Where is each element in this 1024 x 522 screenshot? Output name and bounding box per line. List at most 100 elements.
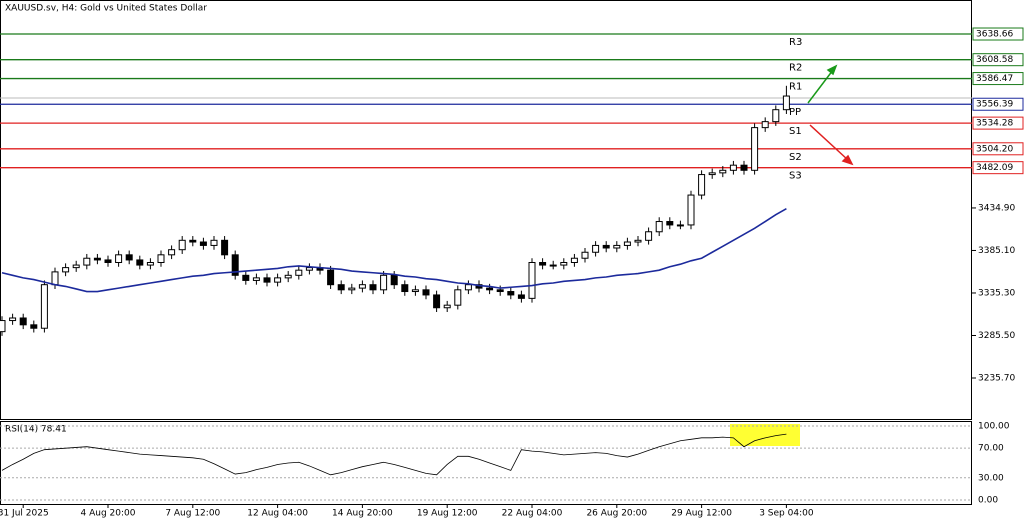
price-tag [972,142,1024,156]
candle-body [772,109,780,123]
candle-body [634,239,642,243]
candle-body [93,257,101,261]
pivot-label: S2 [789,152,802,163]
main-panel [0,0,972,420]
price-tag [972,97,1024,111]
candle-body [380,274,388,291]
pivot-label: R2 [789,63,802,74]
x-tick-label: 3 Sep 04:00 [759,509,814,519]
candle-body [369,284,377,291]
candle-body [719,169,727,174]
candle-body [761,121,769,129]
candle-body [549,264,557,267]
candle-body [104,259,112,264]
candle-body [263,277,271,283]
candle-body [189,239,197,243]
rsi-highlight [730,424,800,446]
y-tick-label: 3385.10 [978,246,1015,256]
candle-body [252,277,260,281]
candle-body [740,164,748,171]
price-tag-label: 3482.09 [976,163,1013,173]
pivot-label: R1 [789,82,802,93]
candle-body [623,241,631,246]
candle-body [30,324,38,329]
candle-body [62,267,70,273]
candle-body [40,284,48,329]
candle-body [560,262,568,266]
candle-body [327,269,335,286]
x-tick-label: 22 Aug 04:00 [502,509,563,519]
candle-body [592,244,600,253]
candle-body [687,194,695,226]
candle-body [51,271,59,286]
y-tick-label: 3285.50 [978,331,1015,341]
candle-body [496,289,504,293]
pivot-label: R3 [789,37,802,48]
candle-body [570,257,578,264]
candle-body [305,267,313,271]
candle-body [146,262,154,266]
candle-body [645,231,653,241]
candle-body [613,244,621,249]
candle-body [157,254,165,264]
candle-body [83,257,91,266]
candle-body [231,254,239,276]
price-tag-label: 3608.58 [976,55,1013,65]
price-tag-label: 3586.47 [976,74,1013,84]
candle-body [115,254,123,264]
pivot-label: S3 [789,171,802,182]
price-tag [972,116,1024,130]
candle-body [602,244,610,249]
candle-body [751,127,759,171]
price-tag [972,72,1024,86]
price-tag-label: 3556.39 [976,100,1013,110]
y-tick-label: 3434.90 [978,203,1015,213]
candle-body [422,289,430,296]
price-tag-label: 3534.28 [976,119,1013,129]
candle-body [411,289,419,293]
candle-body [210,239,218,246]
rsi-tick-label: 0.00 [978,495,998,505]
candle-body [655,221,663,233]
candle-body [528,262,536,299]
y-tick-label: 3335.30 [978,288,1015,298]
candle-body [507,291,515,296]
candle-body [698,174,706,196]
x-tick-label: 29 Aug 12:00 [671,509,732,519]
candle-body [199,241,207,246]
x-tick-label: 7 Aug 12:00 [165,509,220,519]
candle-body [72,264,80,269]
rsi-tick-label: 30.00 [978,473,1004,483]
candle-body [19,317,27,326]
candle-body [348,287,356,291]
candle-body [729,164,737,171]
candle-body [242,274,250,281]
price-tag [972,53,1024,67]
candle-body [0,320,6,333]
x-tick-label: 4 Aug 20:00 [81,509,136,519]
price-tag [972,161,1024,175]
chart-title: XAUUSD.sv, H4: Gold vs United States Dol… [5,4,207,14]
candle-body [539,262,547,266]
rsi-tick-label: 70.00 [978,444,1004,454]
candle-body [517,294,525,299]
rsi-panel [0,421,972,505]
candle-body [401,284,409,293]
y-tick-label: 3235.70 [978,374,1015,384]
x-tick-label: 19 Aug 12:00 [417,509,478,519]
candle-body [390,274,398,286]
x-tick-label: 14 Aug 20:00 [332,509,393,519]
candle-body [433,294,441,309]
candle-body [443,304,451,309]
x-tick-label: 26 Aug 20:00 [586,509,647,519]
up-arrow [807,64,838,104]
rsi-tick-label: 100.00 [978,421,1010,431]
candle-body [782,95,790,111]
candle-body [358,284,366,289]
price-tag-label: 3504.20 [976,144,1013,154]
candle-body [178,239,186,251]
candle-body [454,289,462,306]
x-tick-label: 31 Jul 2025 [0,509,49,519]
candle-body [136,259,144,266]
candle-body [708,172,716,176]
